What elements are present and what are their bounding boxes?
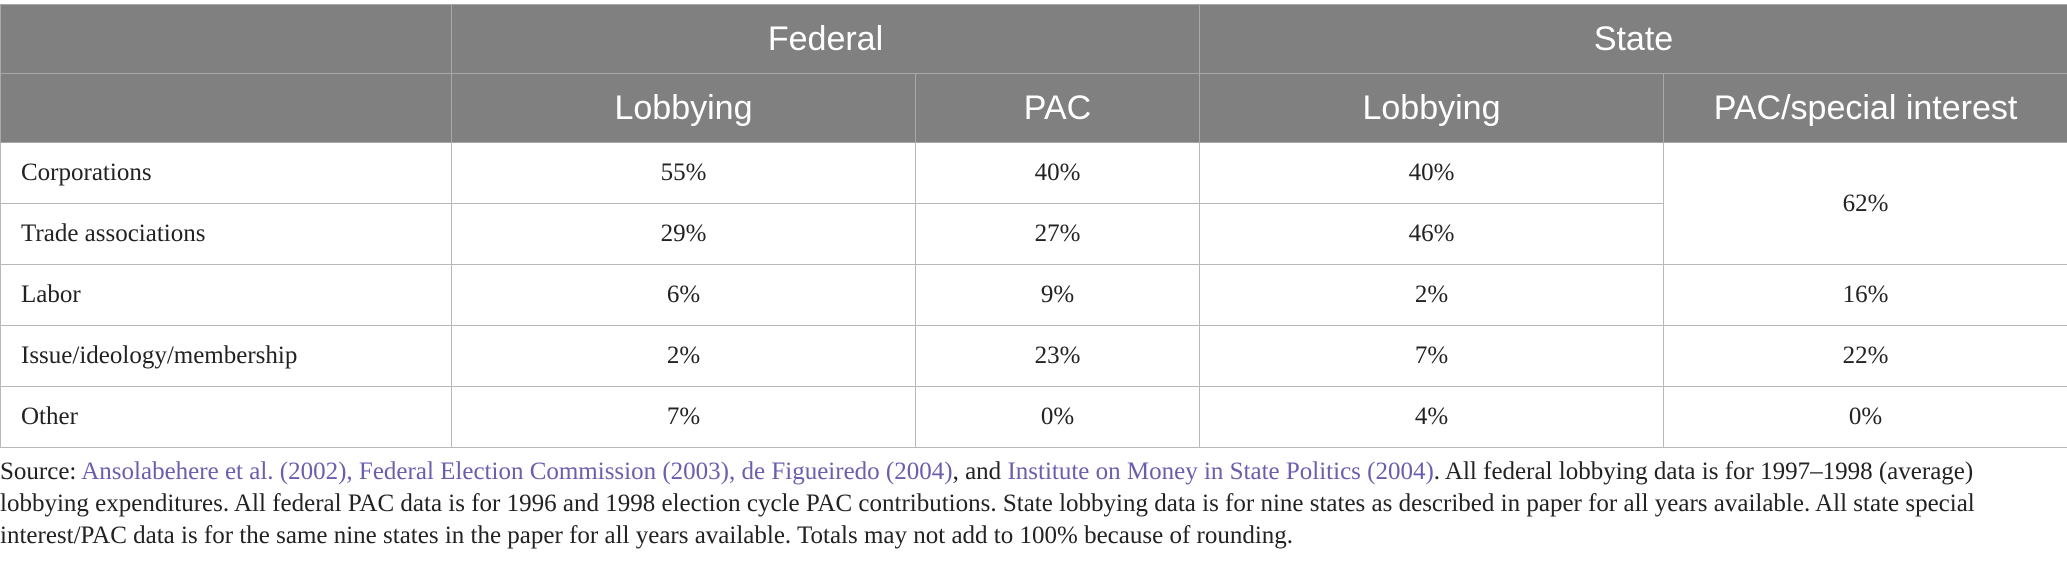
footnote-source-prefix: Source: [0,458,82,485]
group-header-federal: Federal [451,4,1200,74]
group-header-row: Federal State [0,4,2067,74]
row-label: Other [0,386,452,448]
cell-federal-lobbying: 29% [451,203,916,265]
cell-federal-lobbying: 7% [451,386,916,448]
group-header-blank [0,4,452,74]
row-label: Corporations [0,142,452,204]
column-header-state-pac-special: PAC/special interest [1662,73,2067,143]
lobbying-pac-table: Federal State Lobbying PAC Lobbying PAC/… [0,4,2067,448]
cell-state-lobbying: 7% [1199,325,1664,387]
column-header-federal-pac: PAC [915,73,1200,143]
cell-state-lobbying: 40% [1199,142,1664,204]
cell-state-pac-special-merged: 62% [1662,142,2067,265]
row-label: Issue/ideology/membership [0,325,452,387]
column-header-state-lobbying: Lobbying [1199,73,1664,143]
column-header-blank [0,73,452,143]
cell-federal-pac: 40% [915,142,1200,204]
table-row: Labor 6% 9% 2% 16% [0,264,2067,326]
cell-federal-pac: 23% [915,325,1200,387]
row-label: Trade associations [0,203,452,265]
cell-state-pac-special: 22% [1662,325,2067,387]
cell-state-lobbying: 2% [1199,264,1664,326]
cell-state-pac-special: 16% [1662,264,2067,326]
cell-federal-pac: 9% [915,264,1200,326]
citation-link-federal-sources[interactable]: Ansolabehere et al. (2002), Federal Elec… [81,458,953,485]
table-row: Issue/ideology/membership 2% 23% 7% 22% [0,325,2067,387]
cell-state-lobbying: 46% [1199,203,1664,265]
row-label: Labor [0,264,452,326]
column-header-row: Lobbying PAC Lobbying PAC/special intere… [0,73,2067,143]
cell-federal-lobbying: 6% [451,264,916,326]
footnote-body: . All federal lobbying data is for 1997–… [0,458,1975,549]
cell-federal-lobbying: 2% [451,325,916,387]
cell-federal-pac: 27% [915,203,1200,265]
table-row: Other 7% 0% 4% 0% [0,386,2067,448]
footnote-conjunction: , and [952,458,1008,485]
cell-state-lobbying: 4% [1199,386,1664,448]
column-header-federal-lobbying: Lobbying [451,73,916,143]
cell-federal-lobbying: 55% [451,142,916,204]
cell-federal-pac: 0% [915,386,1200,448]
table-row: Corporations 55% 40% 40% 62% [0,142,2067,265]
cell-state-pac-special: 0% [1662,386,2067,448]
table-footnote: Source: Ansolabehere et al. (2002), Fede… [0,456,2040,552]
citation-link-institute[interactable]: Institute on Money in State Politics (20… [1007,458,1434,485]
group-header-state: State [1198,4,2067,74]
